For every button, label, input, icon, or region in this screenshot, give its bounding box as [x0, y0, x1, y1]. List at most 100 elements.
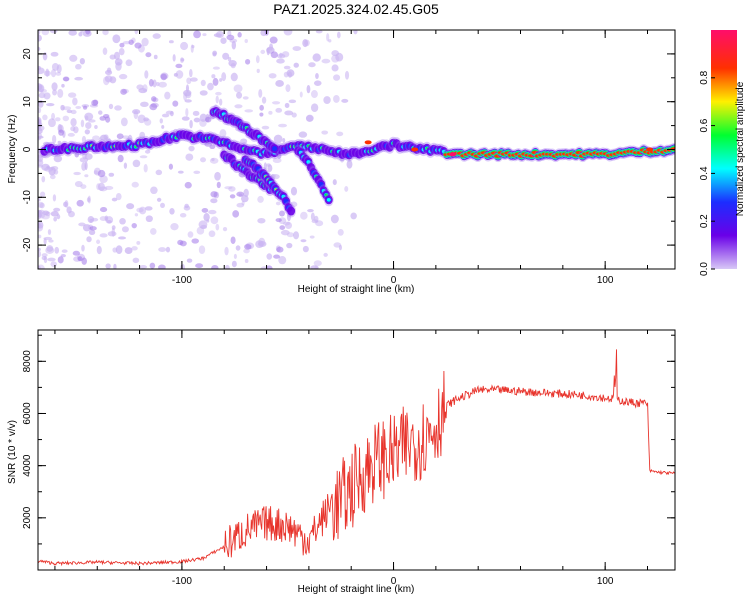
spectrogram-blob — [139, 155, 148, 159]
spectrogram-blob — [257, 217, 266, 224]
spectrogram-blob — [40, 88, 47, 93]
spectrogram-blob — [188, 145, 195, 152]
colorbar-tick-label: 0.8 — [699, 70, 710, 84]
spectrogram-blob — [333, 95, 340, 103]
spectrogram-blob — [341, 98, 349, 103]
spectrogram-blob — [204, 142, 212, 147]
spectrogram-blob — [181, 116, 190, 121]
spectrogram-blob — [210, 198, 218, 204]
spectrogram-blob — [165, 246, 171, 253]
spectrogram-blob — [260, 49, 266, 55]
spectrogram-blob — [208, 230, 216, 238]
spectrogram-blob — [102, 47, 108, 55]
spectrogram-blob — [70, 117, 77, 127]
spectrogram-blob — [38, 221, 44, 229]
spectrogram-blob — [161, 113, 170, 118]
spectrogram-blob — [258, 237, 266, 246]
spectrogram-blob — [80, 184, 87, 189]
spectrogram-blob — [169, 207, 175, 215]
spectrogram-blob — [364, 140, 372, 145]
spectrogram-blob — [38, 133, 43, 138]
spectrogram-blob — [258, 88, 263, 98]
spectrogram-blob — [111, 225, 116, 230]
spectrogram-blob — [131, 181, 139, 188]
spectrogram-blob — [99, 216, 108, 222]
spectrogram-blob — [85, 122, 92, 129]
spectrogram-blob — [89, 226, 97, 231]
spectrogram-blob — [211, 74, 216, 79]
spectrogram-blob — [38, 84, 45, 93]
spectrogram-blob — [273, 134, 283, 144]
snr-y-axis-label: SNR (10 * v/v) — [7, 420, 18, 484]
spectrogram-blob — [268, 110, 273, 115]
spectrogram-blob — [255, 166, 261, 172]
spectrogram-blob — [104, 75, 113, 83]
spectrogram-blob — [78, 31, 83, 37]
spectrogram-blob — [108, 103, 114, 110]
spectrogram-blob — [195, 263, 204, 269]
spectrogram-blob — [287, 206, 296, 216]
spectrogram-blob — [54, 246, 60, 254]
spectrogram-blob — [267, 164, 273, 173]
spectrogram-blob — [51, 82, 58, 91]
spectrogram-blob — [214, 171, 221, 181]
spectrogram-blob — [140, 101, 149, 108]
spectrogram-blob — [73, 126, 79, 134]
spectrogram-blob — [38, 119, 42, 127]
spectrogram-blob — [186, 258, 193, 263]
spectrogram-blob — [56, 214, 61, 220]
spectrogram-blob — [41, 163, 50, 171]
spectrogram-blob — [118, 73, 128, 80]
spectrogram-blob — [131, 222, 137, 229]
spectrogram-blob — [70, 109, 77, 115]
spectrogram-blob — [212, 77, 219, 86]
spectrogram-blob — [73, 171, 81, 176]
spectrogram-blob — [113, 263, 117, 269]
spectrogram-blob — [211, 158, 215, 162]
spectrogram-blob — [99, 233, 108, 238]
spectrogram-blob — [160, 202, 165, 208]
spectrogram-blob — [58, 129, 65, 136]
spectrogram-blob — [213, 33, 222, 38]
x-tick-label: 100 — [597, 576, 614, 587]
colorbar-tick-label: 0.2 — [699, 214, 710, 228]
spectrogram-blob — [123, 162, 128, 169]
spectrogram-blob — [298, 131, 308, 138]
snr-x-ticks: -100 0 100 — [54, 330, 648, 587]
spectrogram-blob — [283, 30, 293, 36]
spectrogram-blob — [86, 236, 92, 243]
spectrogram-blob — [184, 203, 189, 209]
spectrogram-blob — [313, 215, 319, 223]
spectrogram-blob — [231, 260, 237, 268]
x-tick-label: -100 — [172, 275, 192, 286]
spectrogram-blob — [139, 206, 147, 215]
spectrogram-blob — [332, 179, 337, 186]
spectrogram-blob — [191, 238, 200, 244]
spectrogram-blob — [72, 250, 81, 256]
spectrogram-blob — [236, 191, 245, 197]
spectrogram-blob — [57, 88, 64, 98]
spectrogram-blob — [276, 246, 284, 253]
spectrogram-blob — [119, 218, 126, 225]
spectrogram-blob — [224, 246, 229, 256]
spectrogram-blob — [88, 119, 96, 123]
spectrogram-blob — [43, 236, 53, 241]
spectrogram-blob — [234, 104, 243, 109]
spectrogram-blob — [308, 62, 316, 68]
spectrogram-blob — [331, 54, 340, 63]
spectrogram-blob — [324, 193, 328, 197]
spectrogram-blob — [331, 50, 340, 57]
spectrogram-blob — [48, 118, 56, 128]
spectrogram-blob — [172, 100, 179, 107]
spectrogram-blob — [300, 211, 308, 220]
spectrogram-blob — [180, 58, 185, 62]
spectrogram-blob — [81, 244, 85, 252]
spectrogram-blob — [185, 108, 189, 117]
spectrogram-blob — [102, 30, 109, 36]
spectrogram-blob — [41, 253, 48, 257]
spectrogram-blob — [184, 181, 192, 189]
spectrogram-blob — [134, 30, 139, 35]
spectrogram-blob — [134, 213, 139, 217]
spectrogram-blob — [192, 110, 200, 116]
